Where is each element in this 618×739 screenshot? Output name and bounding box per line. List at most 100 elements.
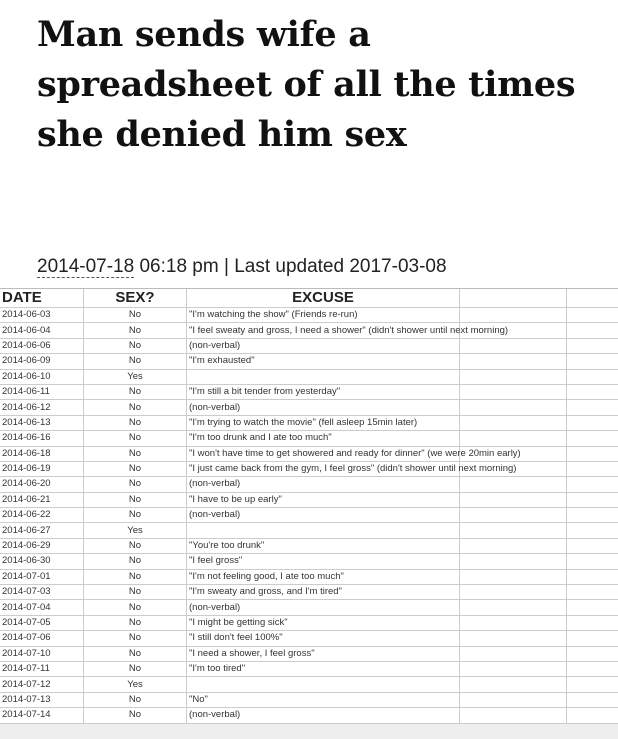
excuse-cell: (non-verbal) [186, 399, 460, 416]
empty-cell [459, 307, 567, 324]
date-cell: 2014-07-13 [0, 692, 84, 709]
date-cell: 2014-06-16 [0, 430, 84, 447]
excuse-cell: "I just came back from the gym, I feel g… [186, 461, 516, 478]
empty-cell [566, 369, 618, 385]
table-row: 2014-06-11 No "I'm still a bit tender from… [0, 384, 618, 401]
empty-header [566, 289, 618, 308]
excuse-cell: (non-verbal) [186, 476, 460, 493]
sex-cell: No [83, 384, 187, 401]
sex-cell: No [83, 415, 187, 432]
empty-cell [566, 446, 618, 462]
table-row: 2014-07-13 No "No" [0, 692, 618, 709]
empty-cell [459, 415, 567, 432]
sex-cell: No [83, 646, 187, 662]
date-cell: 2014-07-06 [0, 630, 84, 647]
empty-cell [459, 384, 567, 401]
sex-cell: No [83, 538, 187, 555]
empty-cell [566, 692, 618, 709]
sex-cell: No [83, 584, 187, 601]
excuse-cell [186, 676, 460, 693]
table-header-row: DATE SEX? EXCUSE [0, 289, 618, 308]
date-cell: 2014-06-11 [0, 384, 84, 401]
sex-cell: No [83, 430, 187, 447]
date-cell: 2014-06-04 [0, 322, 84, 339]
empty-header [459, 289, 567, 308]
date-cell: 2014-06-29 [0, 538, 84, 555]
date-cell: 2014-07-01 [0, 569, 84, 586]
excuse-cell: "I'm not feeling good, I ate too much" [186, 569, 460, 586]
sex-cell: Yes [83, 676, 187, 693]
date-cell: 2014-06-21 [0, 492, 84, 509]
empty-cell [566, 707, 618, 724]
table-row: 2014-06-13 No "I'm trying to watch the mov… [0, 415, 618, 432]
date-cell: 2014-06-20 [0, 476, 84, 493]
empty-cell [566, 430, 618, 447]
empty-cell [566, 353, 618, 370]
table-row: 2014-06-03 No "I'm watching the show" (Fri… [0, 307, 618, 324]
empty-cell [459, 476, 567, 493]
sex-cell: No [83, 476, 187, 493]
excuse-cell: (non-verbal) [186, 707, 460, 724]
empty-cell [459, 353, 567, 370]
header-excuse: EXCUSE [186, 289, 460, 308]
empty-cell [566, 661, 618, 678]
table-row: 2014-06-19 No "I just came back from the g… [0, 461, 618, 478]
empty-cell [566, 384, 618, 401]
excuse-cell: "I'm trying to watch the movie" (fell as… [186, 415, 460, 432]
empty-cell [459, 692, 567, 709]
empty-cell [459, 430, 567, 447]
excuse-cell: (non-verbal) [186, 507, 460, 524]
empty-cell [566, 338, 618, 355]
empty-cell [459, 569, 567, 586]
sex-cell: Yes [83, 369, 187, 385]
empty-cell [459, 492, 567, 509]
excuse-cell: "I feel sweaty and gross, I need a showe… [186, 322, 508, 339]
table-row: 2014-06-09 No "I'm exhausted" [0, 353, 618, 370]
empty-cell [566, 538, 618, 555]
sex-cell: No [83, 615, 187, 632]
table-row: 2014-06-10 Yes [0, 369, 618, 385]
excuse-cell: "I feel gross" [186, 553, 460, 570]
excuse-cell [186, 369, 460, 385]
empty-cell [459, 553, 567, 570]
empty-cell [566, 507, 618, 524]
empty-cell [459, 630, 567, 647]
empty-cell [566, 553, 618, 570]
empty-cell [566, 415, 618, 432]
table-row: 2014-07-06 No "I still don't feel 100%" [0, 630, 618, 647]
table-row: 2014-07-05 No "I might be getting sick" [0, 615, 618, 632]
table-row: 2014-07-11 No "I'm too tired" [0, 661, 618, 678]
date-cell: 2014-06-27 [0, 522, 84, 539]
table-row: 2014-06-22 No (non-verbal) [0, 507, 618, 524]
empty-cell [566, 630, 618, 647]
empty-cell [459, 646, 567, 662]
excuse-cell: (non-verbal) [186, 338, 460, 355]
empty-cell [566, 461, 618, 478]
bottom-bar [0, 724, 618, 739]
date-cell: 2014-07-05 [0, 615, 84, 632]
sex-cell: No [83, 630, 187, 647]
excuse-cell: "I'm too tired" [186, 661, 460, 678]
table-row: 2014-07-03 No "I'm sweaty and gross, and I… [0, 584, 618, 601]
empty-cell [459, 446, 567, 462]
empty-cell [459, 338, 567, 355]
excuse-cell: "I'm too drunk and I ate too much" [186, 430, 460, 447]
excuse-table: DATE SEX? EXCUSE 2014-06-03 No "I'm watchi… [0, 289, 618, 739]
empty-cell [566, 646, 618, 662]
empty-cell [459, 507, 567, 524]
empty-cell [566, 599, 618, 616]
table-row: 2014-07-14 No (non-verbal) [0, 707, 618, 724]
date-cell: 2014-06-06 [0, 338, 84, 355]
empty-cell [459, 461, 567, 478]
excuse-cell: "I'm exhausted" [186, 353, 460, 370]
empty-cell [459, 322, 567, 339]
date-cell: 2014-07-10 [0, 646, 84, 662]
date-cell: 2014-06-10 [0, 369, 84, 385]
empty-cell [566, 676, 618, 693]
spreadsheet-image: DATE SEX? EXCUSE 2014-06-03 No "I'm watchi… [0, 288, 618, 739]
headline: Man sends wife a spreadsheet of all the … [37, 14, 576, 155]
table-row: 2014-07-04 No (non-verbal) [0, 599, 618, 616]
sex-cell: No [83, 661, 187, 678]
empty-cell [459, 399, 567, 416]
table-row: 2014-06-20 No (non-verbal) [0, 476, 618, 493]
